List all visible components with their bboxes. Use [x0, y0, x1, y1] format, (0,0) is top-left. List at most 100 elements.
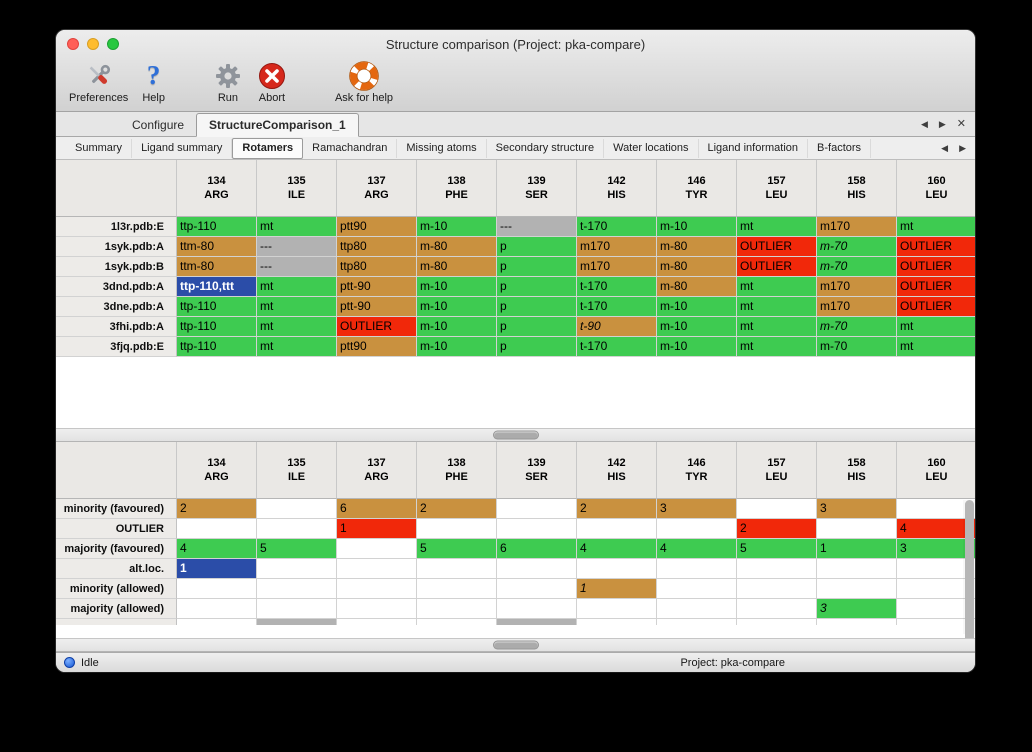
rotamer-cell[interactable]: m170 [817, 297, 897, 317]
count-cell[interactable] [897, 559, 975, 579]
tab-close-icon[interactable]: ✕ [956, 118, 966, 130]
count-cell[interactable]: 2 [737, 519, 817, 539]
subtab-ligand-summary[interactable]: Ligand summary [132, 138, 233, 158]
count-cell[interactable] [817, 579, 897, 599]
rotamer-cell[interactable]: mt [897, 317, 975, 337]
row-label[interactable]: 1l3r.pdb:E [56, 217, 177, 237]
count-cell[interactable]: 3 [817, 499, 897, 519]
rotamer-cell[interactable]: p [497, 277, 577, 297]
count-cell[interactable] [417, 559, 497, 579]
count-cell[interactable] [737, 499, 817, 519]
rotamer-cell[interactable]: m-80 [417, 257, 497, 277]
subtab-water-locations[interactable]: Water locations [604, 138, 699, 158]
count-cell[interactable]: 6 [497, 539, 577, 559]
column-header[interactable]: 139 SER [497, 442, 577, 499]
count-cell[interactable] [337, 539, 417, 559]
count-cell[interactable]: 4 [657, 539, 737, 559]
run-button[interactable]: Run [206, 59, 250, 104]
count-cell[interactable] [257, 519, 337, 539]
count-cell[interactable] [737, 619, 817, 625]
column-header[interactable]: 160 LEU [897, 442, 975, 499]
rotamer-cell[interactable]: t-170 [577, 277, 657, 297]
help-button[interactable]: ? Help [135, 59, 172, 104]
rotamer-cell[interactable]: OUTLIER [897, 257, 975, 277]
count-cell[interactable] [737, 579, 817, 599]
row-label[interactable]: OUTLIER [56, 519, 177, 539]
count-cell[interactable]: 3 [817, 599, 897, 619]
rotamer-cell[interactable]: m170 [577, 257, 657, 277]
tab-structurecomparison-1[interactable]: StructureComparison_1 [196, 113, 359, 137]
column-header[interactable]: 137 ARG [337, 442, 417, 499]
rotamer-cell[interactable]: m170 [817, 217, 897, 237]
count-cell[interactable] [177, 579, 257, 599]
count-cell[interactable]: 4 [177, 539, 257, 559]
count-cell[interactable] [177, 619, 257, 625]
subtab-secondary-structure[interactable]: Secondary structure [487, 138, 605, 158]
count-cell[interactable] [337, 619, 417, 625]
count-cell[interactable] [897, 579, 975, 599]
rotamer-cell[interactable]: mt [257, 337, 337, 357]
subtab-ligand-information[interactable]: Ligand information [699, 138, 809, 158]
row-label[interactable]: majority (allowed) [56, 599, 177, 619]
abort-button[interactable]: Abort [250, 59, 294, 104]
rotamer-cell[interactable]: mt [257, 217, 337, 237]
rotamer-cell[interactable]: ttm-80 [177, 257, 257, 277]
count-cell[interactable]: 3 [897, 539, 975, 559]
count-cell[interactable] [497, 559, 577, 579]
rotamer-cell[interactable]: ttp80 [337, 257, 417, 277]
row-label[interactable]: 3fhi.pdb:A [56, 317, 177, 337]
vertical-scrollbar[interactable] [963, 500, 975, 638]
rotamer-cell[interactable]: OUTLIER [897, 237, 975, 257]
column-header[interactable]: 158 HIS [817, 442, 897, 499]
rotamer-cell[interactable]: mt [737, 297, 817, 317]
count-cell[interactable] [257, 619, 337, 625]
rotamer-cell[interactable]: m-70 [817, 237, 897, 257]
column-header[interactable]: 146 TYR [657, 160, 737, 217]
count-cell[interactable] [657, 519, 737, 539]
column-header[interactable]: 135 ILE [257, 160, 337, 217]
rotamer-cell[interactable]: ttm-80 [177, 237, 257, 257]
count-cell[interactable] [497, 619, 577, 625]
row-label[interactable]: majority (favoured) [56, 539, 177, 559]
rotamer-cell[interactable]: m-10 [417, 317, 497, 337]
rotamer-cell[interactable]: m-80 [657, 237, 737, 257]
count-cell[interactable]: 5 [257, 539, 337, 559]
rotamer-cell[interactable]: mt [737, 337, 817, 357]
rotamer-cell[interactable]: mt [737, 317, 817, 337]
column-header[interactable]: 138 PHE [417, 160, 497, 217]
rotamer-cell[interactable]: ptt90 [337, 337, 417, 357]
rotamer-cell[interactable]: ptt-90 [337, 297, 417, 317]
rotamer-cell[interactable]: mt [737, 277, 817, 297]
subtab-next-icon[interactable]: ▶ [959, 143, 966, 153]
row-label[interactable]: 1syk.pdb:A [56, 237, 177, 257]
column-header[interactable]: 157 LEU [737, 442, 817, 499]
count-cell[interactable] [337, 559, 417, 579]
rotamer-cell[interactable]: m-10 [657, 337, 737, 357]
rotamer-cell[interactable]: ttp-110 [177, 337, 257, 357]
rotamer-cell[interactable]: OUTLIER [737, 237, 817, 257]
rotamer-cell[interactable]: ttp80 [337, 237, 417, 257]
rotamer-cell[interactable]: m-70 [817, 337, 897, 357]
zoom-button[interactable] [107, 38, 119, 50]
count-cell[interactable]: 1 [817, 539, 897, 559]
rotamer-cell[interactable]: OUTLIER [337, 317, 417, 337]
count-cell[interactable] [497, 519, 577, 539]
rotamer-cell[interactable]: t-90 [577, 317, 657, 337]
column-header[interactable]: 139 SER [497, 160, 577, 217]
count-cell[interactable] [417, 519, 497, 539]
count-cell[interactable] [577, 519, 657, 539]
rotamer-cell[interactable]: ptt-90 [337, 277, 417, 297]
count-cell[interactable] [737, 599, 817, 619]
count-cell[interactable] [417, 599, 497, 619]
rotamer-cell[interactable]: ttp-110 [177, 317, 257, 337]
rotamer-cell[interactable]: m-10 [417, 297, 497, 317]
count-cell[interactable] [177, 599, 257, 619]
count-cell[interactable]: 2 [177, 499, 257, 519]
rotamer-cell[interactable]: m-70 [817, 317, 897, 337]
rotamer-cell[interactable]: mt [897, 337, 975, 357]
rotamer-cell[interactable]: m-10 [657, 297, 737, 317]
row-label[interactable]: 3fjq.pdb:E [56, 337, 177, 357]
rotamer-cell[interactable]: m-10 [417, 337, 497, 357]
count-cell[interactable] [417, 619, 497, 625]
count-cell[interactable] [657, 599, 737, 619]
